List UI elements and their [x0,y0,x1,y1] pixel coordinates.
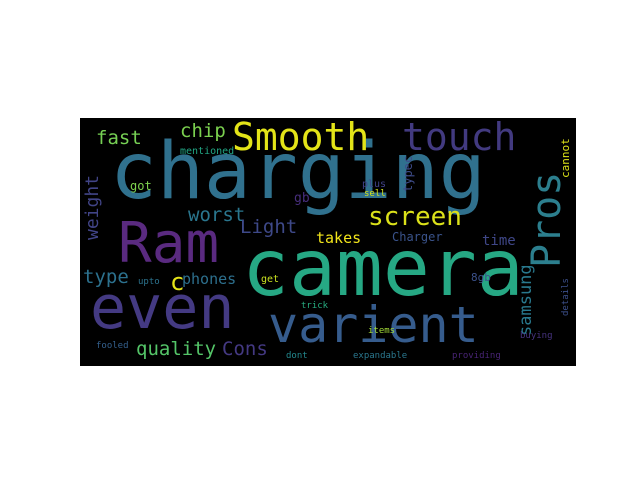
word-fooled: fooled [96,341,129,351]
word-varient: varient [268,296,479,354]
word-weight: weight [82,174,103,240]
word-cons: Cons [222,338,268,360]
word-plus: plus [362,179,387,190]
word-cannot: cannot [559,138,572,178]
word-sell: sell [364,189,386,199]
word-fast: fast [96,127,142,149]
word-upto: upto [138,277,160,287]
word-typec: typec [401,155,415,192]
word-samsung: samsung [516,264,536,336]
word-time: time [482,233,516,249]
word-charger: Charger [392,230,443,244]
word-takes: takes [316,229,362,247]
word-even: even [90,273,235,343]
word-touch: touch [402,118,517,159]
word-smooth: Smooth [232,118,370,159]
word-8gb: 8gb [471,271,491,284]
word-expandable: expandable [353,351,408,361]
word-trick: trick [301,301,329,311]
word-gb: gb [294,191,310,206]
word-c: c [170,268,185,296]
word-worst: worst [188,204,246,226]
word-light: Light [240,216,298,238]
word-dont: dont [286,351,308,361]
word-charging: charging [110,127,486,217]
word-buying: buying [520,331,553,341]
word-details: details [561,278,571,316]
word-providing: providing [452,351,501,361]
word-items: items [368,326,396,336]
word-cloud: charging camera Ram even varient Smooth … [80,118,576,366]
word-quality: quality [136,338,217,360]
word-screen: screen [368,202,462,232]
word-phones: phones [182,270,237,288]
word-mentioned: mentioned [180,146,235,157]
word-camera: camera [242,224,524,314]
word-type: type [83,266,129,288]
word-chip: chip [180,120,226,142]
word-pros: Pros [524,171,570,268]
word-got: got [130,179,152,193]
word-get: get [261,274,280,285]
word-ram: Ram [118,211,220,276]
